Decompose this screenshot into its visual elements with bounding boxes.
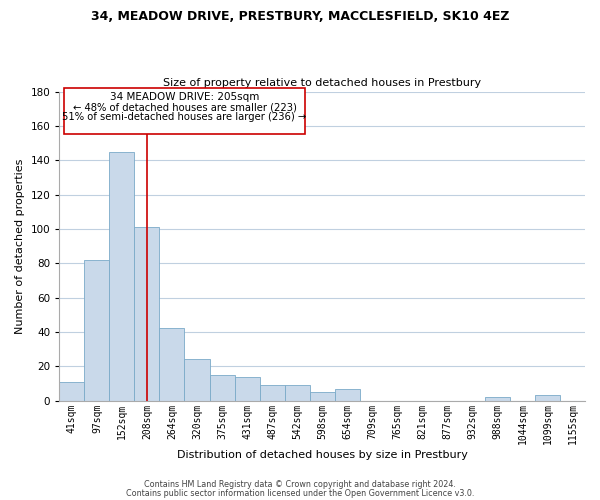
Bar: [85, 260, 109, 400]
Bar: [235, 376, 260, 400]
Bar: [134, 227, 160, 400]
Text: 34, MEADOW DRIVE, PRESTBURY, MACCLESFIELD, SK10 4EZ: 34, MEADOW DRIVE, PRESTBURY, MACCLESFIEL…: [91, 10, 509, 23]
Text: 34 MEADOW DRIVE: 205sqm: 34 MEADOW DRIVE: 205sqm: [110, 92, 259, 102]
Y-axis label: Number of detached properties: Number of detached properties: [15, 158, 25, 334]
Text: ← 48% of detached houses are smaller (223): ← 48% of detached houses are smaller (22…: [73, 102, 296, 113]
Bar: [59, 382, 85, 400]
Text: Contains public sector information licensed under the Open Government Licence v3: Contains public sector information licen…: [126, 489, 474, 498]
Text: 51% of semi-detached houses are larger (236) →: 51% of semi-detached houses are larger (…: [62, 112, 307, 122]
Bar: [310, 392, 335, 400]
Bar: [209, 375, 235, 400]
Bar: [335, 388, 360, 400]
Bar: [535, 396, 560, 400]
X-axis label: Distribution of detached houses by size in Prestbury: Distribution of detached houses by size …: [177, 450, 467, 460]
Bar: [260, 385, 284, 400]
Bar: [160, 328, 184, 400]
FancyBboxPatch shape: [64, 88, 305, 134]
Bar: [485, 397, 510, 400]
Text: Contains HM Land Registry data © Crown copyright and database right 2024.: Contains HM Land Registry data © Crown c…: [144, 480, 456, 489]
Bar: [109, 152, 134, 400]
Bar: [284, 385, 310, 400]
Title: Size of property relative to detached houses in Prestbury: Size of property relative to detached ho…: [163, 78, 481, 88]
Bar: [184, 360, 209, 401]
